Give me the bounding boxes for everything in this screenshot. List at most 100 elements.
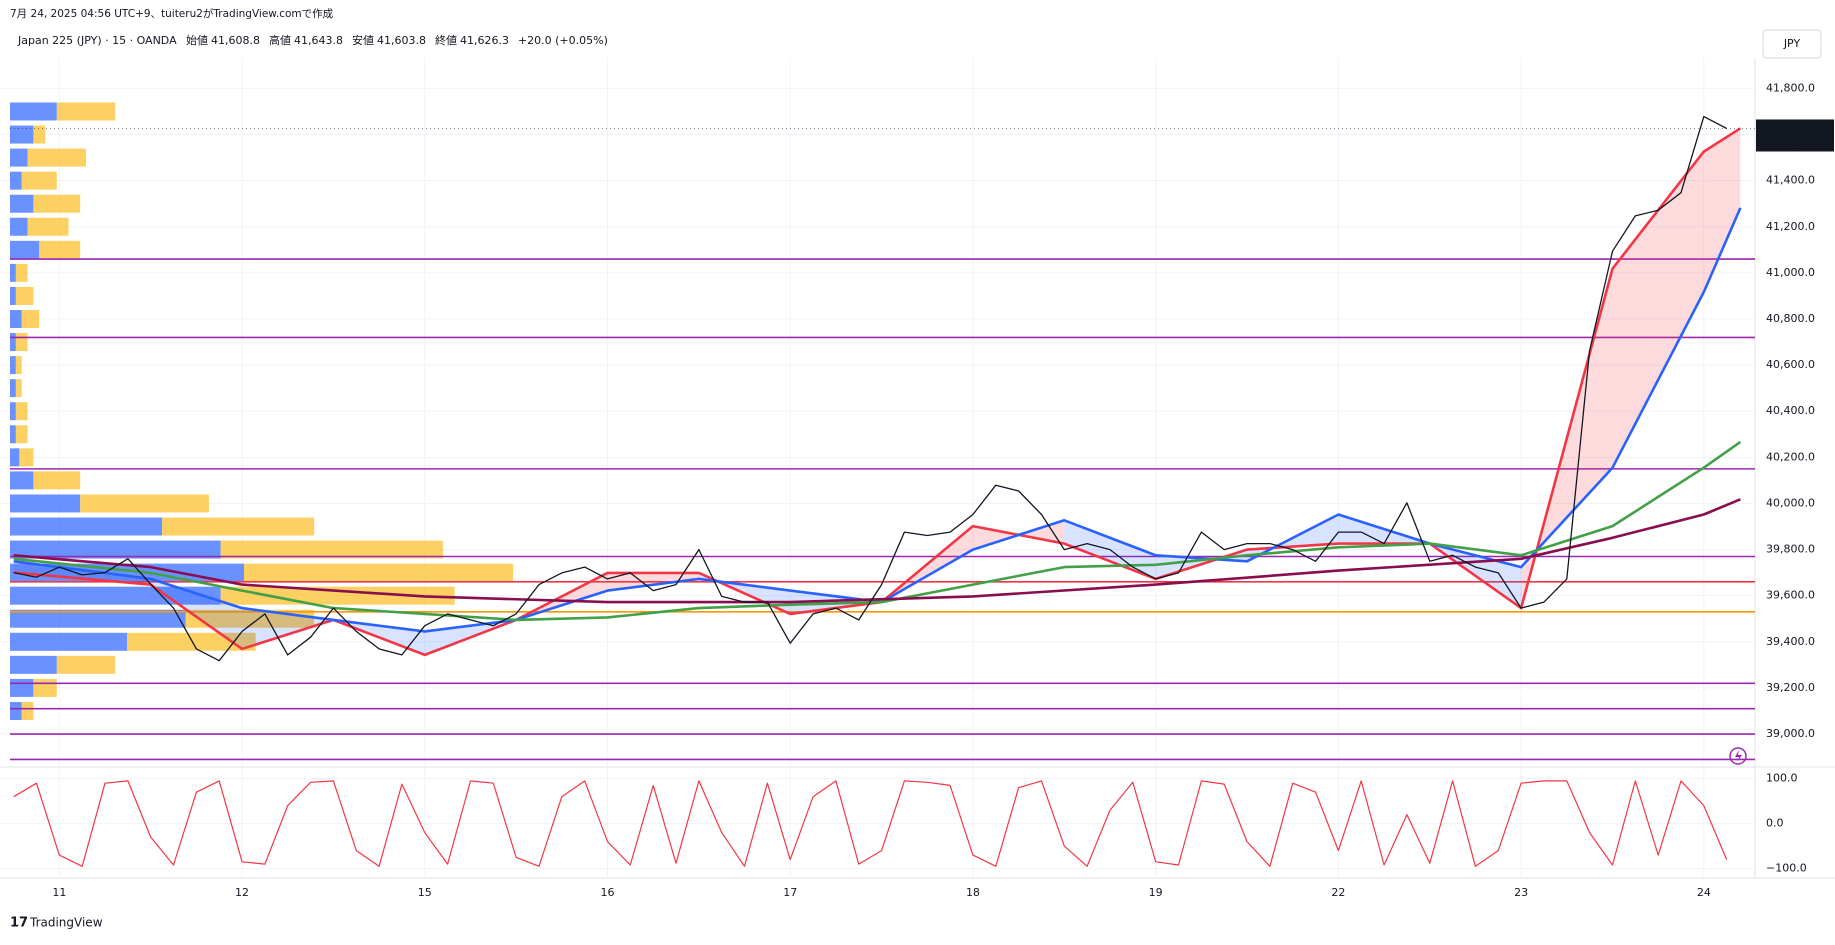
y-tick-label: 41,400.0 (1766, 174, 1815, 187)
volume-down (15, 402, 28, 421)
volume-up (10, 148, 28, 167)
cloud (13, 561, 151, 585)
last-price-tag (1756, 119, 1834, 152)
volume-down (33, 125, 46, 144)
volume-down (39, 240, 81, 259)
volume-down (220, 540, 443, 559)
footer-logo: 17 (10, 916, 28, 931)
volume-up (10, 609, 186, 628)
x-tick-label: 24 (1697, 886, 1711, 899)
x-tick-label: 22 (1331, 886, 1345, 899)
ohlc-label: 終値 (435, 33, 457, 47)
volume-up (10, 263, 16, 282)
osc-tick-label: −100.0 (1766, 862, 1807, 875)
cloud (1612, 151, 1704, 468)
volume-up (10, 425, 16, 444)
ohlc-label: 始値 (186, 33, 208, 47)
volume-up (10, 517, 163, 536)
volume-down (19, 448, 34, 467)
cloud (1703, 128, 1741, 293)
volume-down (15, 425, 28, 444)
footer: TradingView (29, 916, 103, 930)
volume-up (10, 171, 22, 190)
volume-up (10, 310, 22, 329)
volume-up (10, 471, 34, 490)
volume-down (15, 379, 22, 398)
volume-up (10, 632, 127, 651)
volume-up (10, 333, 16, 352)
volume-up (10, 102, 57, 121)
volume-up (10, 125, 34, 144)
x-tick-label: 11 (52, 886, 66, 899)
y-tick-label: 39,200.0 (1766, 681, 1815, 694)
x-tick-label: 15 (418, 886, 432, 899)
x-tick-label: 16 (601, 886, 615, 899)
y-tick-label: 39,600.0 (1766, 589, 1815, 602)
last-price: 41,626.3 (1766, 121, 1815, 134)
volume-down (21, 310, 40, 329)
y-tick-label: 39,400.0 (1766, 635, 1815, 648)
alert-bolt (1735, 750, 1742, 762)
volume-down (162, 517, 315, 536)
y-tick-label: 39,800.0 (1766, 543, 1815, 556)
volume-up (10, 494, 81, 513)
credit: 7月 24, 2025 04:56 UTC+9、tuiteru2がTrading… (10, 7, 334, 20)
volume-down (220, 586, 455, 605)
volume-up (10, 701, 22, 720)
volume-down (80, 494, 209, 513)
volume-up (10, 678, 34, 697)
cloud (242, 608, 334, 649)
change: +20.0 (+0.05%) (518, 34, 608, 47)
volume-down (33, 678, 57, 697)
x-tick-label: 12 (235, 886, 249, 899)
volume-up (10, 240, 40, 259)
volume-up (10, 655, 57, 674)
moving-average (13, 498, 1741, 604)
volume-up (10, 540, 221, 559)
ohlc-value: 41,626.3 (460, 34, 509, 47)
y-tick-label: 40,000.0 (1766, 496, 1815, 509)
x-tick-label: 19 (1149, 886, 1163, 899)
volume-down (56, 102, 116, 121)
volume-down (27, 148, 87, 167)
y-tick-label: 40,200.0 (1766, 450, 1815, 463)
volume-up (10, 194, 34, 213)
volume-down (15, 333, 28, 352)
volume-up (10, 448, 20, 467)
volume-down (21, 171, 57, 190)
currency-button[interactable] (1762, 29, 1822, 59)
countdown: 03:18 (1766, 135, 1798, 148)
cloud (607, 572, 699, 591)
osc-tick-label: 0.0 (1766, 817, 1784, 830)
volume-down (15, 263, 28, 282)
ohlc-value: 41,603.8 (377, 34, 426, 47)
volume-up (10, 379, 16, 398)
ohlc-label: 高値 (269, 33, 291, 47)
volume-down (56, 655, 116, 674)
y-tick-label: 41,200.0 (1766, 220, 1815, 233)
moving-average (13, 440, 1742, 622)
y-tick-label: 40,400.0 (1766, 404, 1815, 417)
osc-tick-label: 100.0 (1766, 772, 1798, 785)
volume-down (244, 563, 514, 582)
ohlc-value: 41,643.8 (294, 34, 343, 47)
volume-down (15, 286, 34, 305)
symbol-header: Japan 225 (JPY) · 15 · OANDA 始値 41,608.8 高… (17, 33, 608, 47)
volume-down (21, 701, 34, 720)
y-tick-label: 40,600.0 (1766, 358, 1815, 371)
x-tick-label: 23 (1514, 886, 1528, 899)
ohlc-label: 安値 (352, 33, 374, 47)
y-tick-label: 39,000.0 (1766, 727, 1815, 740)
y-tick-label: 41,800.0 (1766, 81, 1815, 94)
moving-average (13, 207, 1742, 633)
volume-up (10, 217, 28, 236)
volume-down (15, 356, 22, 375)
currency: JPY (1783, 37, 1801, 50)
price-line (13, 115, 1727, 662)
volume-down (33, 194, 81, 213)
y-tick-label: 41,000.0 (1766, 266, 1815, 279)
y-tick-label: 40,800.0 (1766, 312, 1815, 325)
volume-down (27, 217, 69, 236)
